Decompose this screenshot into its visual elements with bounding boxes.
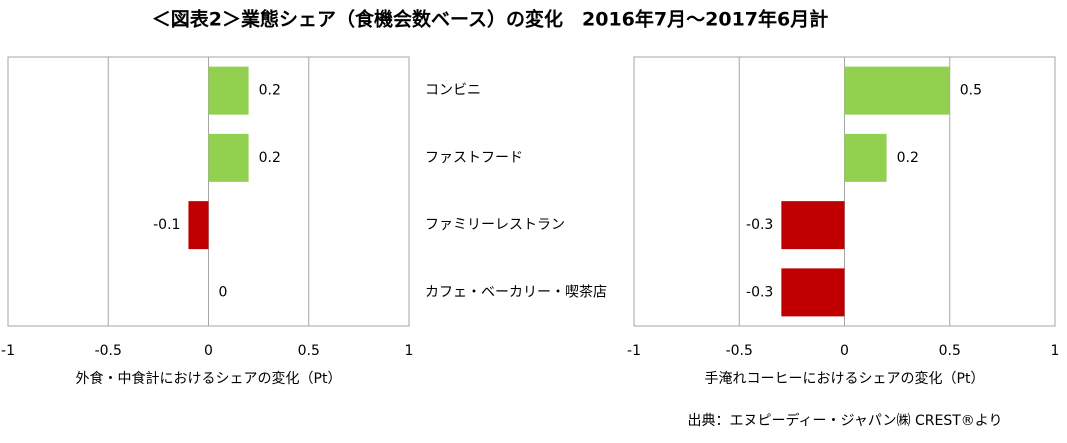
- value-label: 0.2: [259, 150, 281, 166]
- category-label: カフェ・ベーカリー・喫茶店: [425, 284, 607, 300]
- value-label: -0.3: [746, 284, 773, 300]
- value-label: 0: [219, 284, 228, 300]
- x-tick-label: -0.5: [726, 343, 753, 359]
- x-tick-label: 1: [1051, 343, 1060, 359]
- category-label: ファストフード: [425, 150, 523, 166]
- bar: [781, 268, 845, 317]
- title: ＜図表2＞業態シェア（食機会数ベース）の変化 2016年7月～2017年6月計: [152, 8, 828, 31]
- value-label: -0.1: [153, 217, 180, 233]
- bar: [208, 66, 249, 115]
- x-tick-label: -1: [627, 343, 641, 359]
- x-tick-label: 0: [204, 343, 213, 359]
- x-axis-title: 手淹れコーヒーにおけるシェアの変化（Pt）: [705, 370, 985, 387]
- value-label: 0.2: [259, 83, 281, 99]
- x-tick-label: 1: [405, 343, 414, 359]
- bar: [844, 66, 950, 115]
- x-axis-title: 外食・中食計におけるシェアの変化（Pt）: [76, 370, 342, 387]
- source: 出典：エヌピーディー・ジャパン㈱ CREST®より: [688, 412, 1003, 429]
- bar: [844, 133, 887, 182]
- x-tick-label: 0.5: [939, 343, 961, 359]
- value-label: -0.3: [746, 217, 773, 233]
- x-tick-label: 0.5: [298, 343, 320, 359]
- bar: [781, 201, 845, 250]
- x-tick-label: 0: [840, 343, 849, 359]
- x-tick-label: -0.5: [95, 343, 122, 359]
- value-label: 0.5: [960, 83, 982, 99]
- bar: [208, 133, 249, 182]
- bar: [188, 201, 209, 250]
- category-label: コンビニ: [425, 83, 481, 99]
- category-label: ファミリーレストラン: [425, 217, 565, 233]
- value-label: 0.2: [897, 150, 919, 166]
- x-tick-label: -1: [1, 343, 15, 359]
